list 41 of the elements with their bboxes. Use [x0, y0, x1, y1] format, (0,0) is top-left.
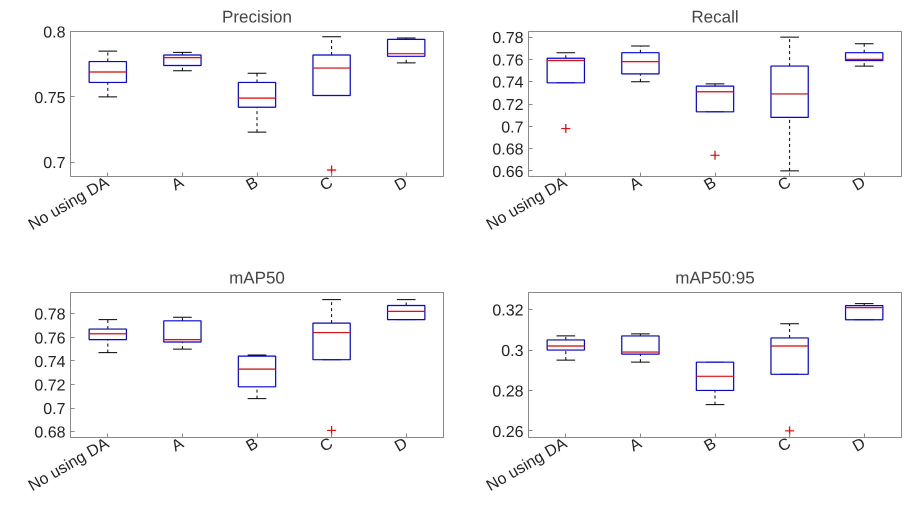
y-tick-label: 0.72 [34, 377, 66, 394]
x-tick-label: B [702, 435, 720, 456]
y-tick-label: 0.76 [34, 330, 66, 348]
y-tick-label: 0.32 [492, 302, 524, 320]
x-tick-label: No using DA [26, 174, 112, 234]
chart-title: Recall [691, 8, 739, 26]
y-tick-label: 0.68 [492, 142, 524, 159]
y-tick-label: 0.74 [34, 354, 66, 371]
x-tick-label: A [168, 174, 187, 194]
y-tick-label: 0.68 [34, 424, 66, 442]
x-tick-label: D [392, 174, 410, 195]
x-tick-label: C [317, 435, 336, 456]
x-tick-label: B [244, 435, 262, 456]
y-tick-label: 0.7 [501, 119, 524, 136]
chart-title: mAP50:95 [675, 268, 755, 288]
x-tick-label: D [850, 435, 868, 456]
y-tick-label: 0.66 [492, 164, 524, 181]
chart-title: mAP50 [229, 268, 285, 288]
y-tick-label: 0.78 [492, 30, 524, 48]
y-tick-label: 0.26 [492, 424, 524, 441]
y-tick-label: 0.28 [492, 383, 524, 400]
x-tick-label: A [626, 434, 645, 456]
x-tick-label: D [392, 435, 410, 456]
x-tick-label: A [168, 434, 187, 456]
x-tick-label: B [244, 174, 262, 194]
y-tick-label: 0.78 [34, 306, 66, 324]
y-tick-label: 0.74 [492, 74, 524, 92]
y-tick-label: 0.76 [492, 52, 524, 70]
y-tick-label: 0.8 [43, 24, 66, 42]
x-tick-label: A [626, 174, 645, 194]
y-tick-label: 0.7 [43, 155, 66, 172]
x-tick-label: C [775, 174, 794, 195]
x-tick-label: C [775, 435, 794, 456]
y-tick-label: 0.7 [43, 401, 66, 418]
x-tick-label: C [317, 174, 336, 195]
x-tick-label: B [702, 174, 720, 194]
y-tick-label: 0.75 [34, 90, 66, 107]
y-tick-label: 0.3 [501, 343, 524, 360]
y-tick-label: 0.72 [492, 97, 524, 114]
x-tick-label: D [850, 174, 868, 195]
chart-title: Precision [222, 8, 292, 26]
